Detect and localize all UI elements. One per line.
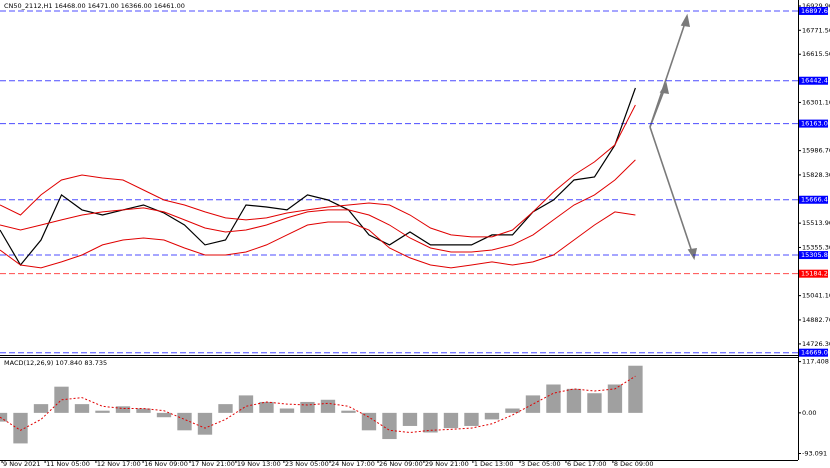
y-tick-label: 16929.90 [802,2,830,10]
histogram-bar [402,412,418,426]
histogram-bar [115,406,131,413]
level-label-box [799,251,828,260]
level-label: 15305.81 [801,251,830,259]
x-tick-label: 6 Dec 17:00 [567,460,607,468]
y-tick-label: 16301.10 [802,98,830,106]
series-line [0,375,636,434]
x-tick-label: 9 Nov 2021 [3,460,41,468]
histogram-bar [74,404,90,413]
x-tick-label: 26 Nov 09:00 [379,460,423,468]
y-tick-label: 117.408 [802,358,829,366]
histogram-bar [300,401,315,413]
histogram-bar [464,412,479,426]
histogram-bar [218,404,233,413]
level-label-box [799,348,828,357]
histogram-bar [136,408,151,413]
histogram-bar [341,410,356,413]
y-tick-label: 15828.30 [802,171,830,179]
chart-title: CN50_2112,H1 16468.00 16471.00 16366.00 … [4,2,185,10]
histogram-bar [156,412,172,418]
histogram-bar [13,412,28,444]
level-label: 15666.41 [801,196,830,204]
series-line [0,159,636,253]
forecast-arrows [649,13,698,261]
x-tick-label: 3 Dec 05:00 [521,460,561,468]
y-tick-label: 14726.30 [802,340,830,348]
y-tick-label: 15986.70 [802,147,830,155]
histogram-bar [382,412,397,440]
x-tick-label: 29 Nov 21:00 [425,460,469,468]
histogram-bar [484,412,500,420]
histogram-bar [423,412,438,433]
histogram-bar [320,399,336,413]
y-tick-label: 16615.50 [802,50,830,58]
x-tick-label: 19 Nov 13:00 [237,460,281,468]
histogram-bar [443,412,459,429]
series-line [0,87,636,267]
y-tick-label: 15513.90 [802,219,830,227]
level-label: 15184.26 [801,270,830,278]
x-tick-label: 23 Nov 05:00 [285,460,329,468]
histogram-bar [546,384,561,413]
histogram-bar [259,401,274,413]
y-tick-label: 16771.50 [802,26,830,34]
histogram-bar [279,408,295,413]
histogram-bar [505,408,520,413]
histogram-bar [54,386,69,413]
x-tick-label: 12 Nov 17:00 [97,460,141,468]
level-label: 16163.00 [801,120,830,128]
histogram-bar [33,404,49,413]
series-line [0,104,636,238]
histogram-bar [177,412,192,431]
histogram-bar [197,412,213,435]
histogram-bar [566,388,582,413]
y-tick-label: 15355.30 [802,243,830,251]
level-label-box [799,6,828,15]
level-label: 16897.60 [801,7,830,15]
level-label-box [799,269,828,278]
indicator-title: MACD(12,26,9) 107.840 83.735 [4,359,107,367]
x-tick-label: 1 Dec 13:00 [474,460,514,468]
level-label: 16442.48 [801,77,830,85]
histogram-bar [238,395,254,413]
histogram-bar [0,412,8,422]
histogram-bar [587,393,602,413]
x-tick-label: 24 Nov 17:00 [331,460,375,468]
series-line [0,211,636,269]
y-tick-label: -93.091 [802,449,827,457]
level-label-box [799,119,828,128]
level-label-box [799,195,828,204]
histogram-bar [628,365,643,413]
x-tick-label: 16 Nov 09:00 [144,460,188,468]
x-tick-label: 17 Nov 21:00 [191,460,235,468]
level-label: 14669.06 [801,349,830,357]
histogram-bar [607,384,623,413]
x-tick-label: 11 Nov 05:00 [46,460,90,468]
y-tick-label: 14882.70 [802,316,830,324]
x-tick-label: 8 Dec 09:00 [614,460,654,468]
y-tick-label: 15041.10 [802,292,830,300]
y-tick-label: 0.00 [802,409,816,417]
histogram-bar [361,412,377,431]
histogram-bar [525,395,541,413]
histogram-bar [95,410,110,413]
level-label-box [799,76,828,85]
